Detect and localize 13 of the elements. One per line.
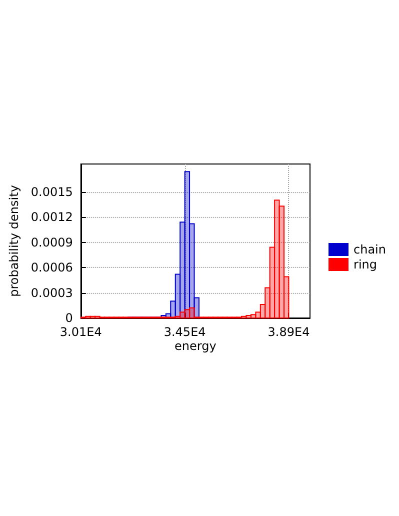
y-tick-label: 0.0003 xyxy=(30,286,73,300)
legend-label: ring xyxy=(354,258,378,272)
y-axis-title: probability density xyxy=(7,185,21,297)
y-tick-label: 0.0009 xyxy=(30,235,73,250)
y-tick-label: 0.0006 xyxy=(30,260,73,275)
x-tick-label: 3.45E4 xyxy=(164,325,206,339)
x-tick-label: 3.89E4 xyxy=(268,325,310,339)
x-axis-title: energy xyxy=(174,339,216,353)
legend-label: chain xyxy=(354,242,386,256)
x-tick-label: 3.01E4 xyxy=(60,325,102,339)
y-tick-label: 0.0015 xyxy=(30,184,73,199)
y-tick-label: 0 xyxy=(65,311,73,325)
y-tick-label: 0.0012 xyxy=(30,210,73,224)
